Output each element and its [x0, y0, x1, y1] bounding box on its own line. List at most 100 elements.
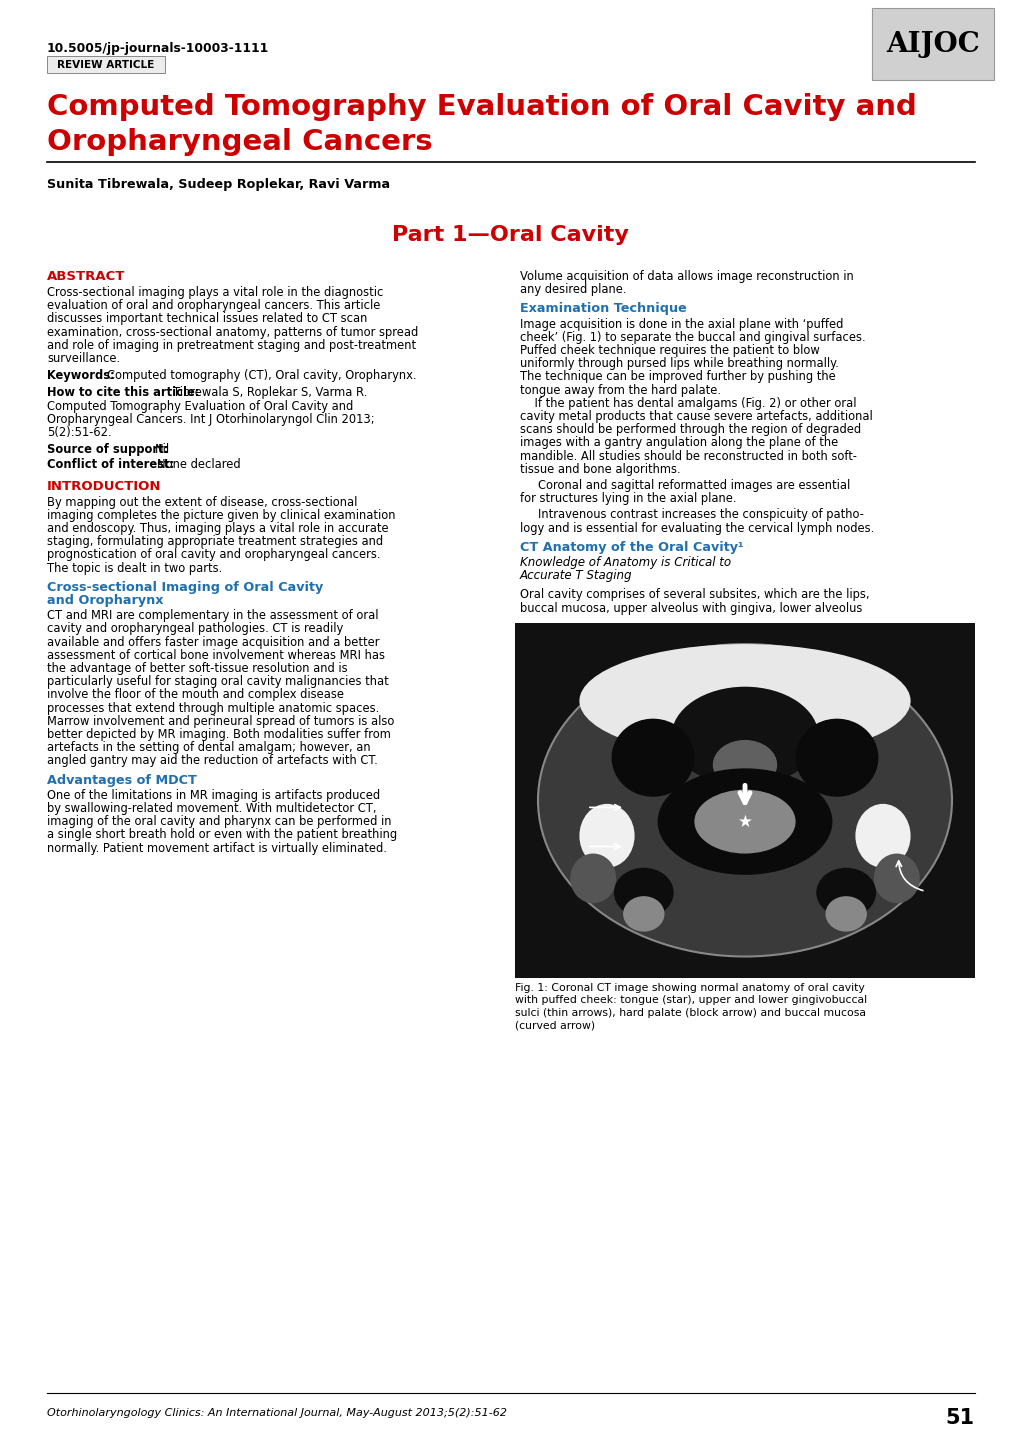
Text: CT and MRI are complementary in the assessment of oral: CT and MRI are complementary in the asse… [47, 610, 378, 623]
Text: mandible. All studies should be reconstructed in both soft-: mandible. All studies should be reconstr… [520, 450, 856, 463]
Text: sulci (thin arrows), hard palate (block arrow) and buccal mucosa: sulci (thin arrows), hard palate (block … [515, 1008, 865, 1018]
Text: Computed Tomography Evaluation of Oral Cavity and: Computed Tomography Evaluation of Oral C… [47, 399, 353, 412]
Ellipse shape [824, 896, 866, 932]
Text: tongue away from the hard palate.: tongue away from the hard palate. [520, 383, 720, 396]
Ellipse shape [795, 719, 877, 797]
Text: cavity and oropharyngeal pathologies. CT is readily: cavity and oropharyngeal pathologies. CT… [47, 623, 343, 636]
Text: imaging of the oral cavity and pharynx can be performed in: imaging of the oral cavity and pharynx c… [47, 815, 391, 828]
Text: AIJOC: AIJOC [886, 30, 979, 58]
Text: scans should be performed through the region of degraded: scans should be performed through the re… [520, 423, 860, 436]
Text: Volume acquisition of data allows image reconstruction in: Volume acquisition of data allows image … [520, 270, 853, 283]
Text: imaging completes the picture given by clinical examination: imaging completes the picture given by c… [47, 508, 395, 521]
Text: Conflict of interest:: Conflict of interest: [47, 459, 174, 472]
Text: assessment of cortical bone involvement whereas MRI has: assessment of cortical bone involvement … [47, 649, 384, 662]
Text: the advantage of better soft-tissue resolution and is: the advantage of better soft-tissue reso… [47, 662, 347, 675]
Text: Cross-sectional Imaging of Oral Cavity: Cross-sectional Imaging of Oral Cavity [47, 581, 323, 594]
Text: One of the limitations in MR imaging is artifacts produced: One of the limitations in MR imaging is … [47, 788, 380, 802]
Text: Part 1—Oral Cavity: Part 1—Oral Cavity [391, 225, 628, 245]
Ellipse shape [855, 804, 910, 868]
Text: CT Anatomy of the Oral Cavity¹: CT Anatomy of the Oral Cavity¹ [520, 540, 743, 553]
Text: Coronal and sagittal reformatted images are essential: Coronal and sagittal reformatted images … [537, 479, 850, 492]
Text: for structures lying in the axial plane.: for structures lying in the axial plane. [520, 492, 736, 505]
Text: Knowledge of Anatomy is Critical to: Knowledge of Anatomy is Critical to [520, 556, 731, 569]
Text: Accurate T Staging: Accurate T Staging [520, 569, 632, 582]
Text: by swallowing-related movement. With multidetector CT,: by swallowing-related movement. With mul… [47, 802, 376, 815]
Text: Computed tomography (CT), Oral cavity, Oropharynx.: Computed tomography (CT), Oral cavity, O… [107, 369, 416, 382]
Text: and role of imaging in pretreatment staging and post-treatment: and role of imaging in pretreatment stag… [47, 338, 416, 351]
Text: ABSTRACT: ABSTRACT [47, 270, 125, 283]
Text: discusses important technical issues related to CT scan: discusses important technical issues rel… [47, 312, 367, 325]
Text: Advantages of MDCT: Advantages of MDCT [47, 774, 197, 787]
Bar [515, 623, 974, 977]
Text: prognostication of oral cavity and oropharyngeal cancers.: prognostication of oral cavity and oroph… [47, 549, 380, 562]
Ellipse shape [657, 768, 832, 876]
Text: By mapping out the extent of disease, cross-sectional: By mapping out the extent of disease, cr… [47, 495, 357, 508]
Ellipse shape [712, 741, 776, 790]
Ellipse shape [671, 687, 818, 786]
Text: How to cite this article:: How to cite this article: [47, 386, 199, 399]
Text: Marrow involvement and perineural spread of tumors is also: Marrow involvement and perineural spread… [47, 714, 394, 727]
Text: angled gantry may aid the reduction of artefacts with CT.: angled gantry may aid the reduction of a… [47, 755, 377, 768]
Text: buccal mucosa, upper alveolus with gingiva, lower alveolus: buccal mucosa, upper alveolus with gingi… [520, 601, 861, 614]
Text: If the patient has dental amalgams (Fig. 2) or other oral: If the patient has dental amalgams (Fig.… [520, 396, 856, 409]
Text: Otorhinolaryngology Clinics: An International Journal, May-August 2013;5(2):51-6: Otorhinolaryngology Clinics: An Internat… [47, 1408, 506, 1419]
Text: Fig. 1: Coronal CT image showing normal anatomy of oral cavity: Fig. 1: Coronal CT image showing normal … [515, 983, 864, 993]
Text: Cross-sectional imaging plays a vital role in the diagnostic: Cross-sectional imaging plays a vital ro… [47, 286, 383, 299]
Ellipse shape [753, 786, 809, 829]
FancyBboxPatch shape [47, 57, 165, 73]
Text: cheek’ (Fig. 1) to separate the buccal and gingival surfaces.: cheek’ (Fig. 1) to separate the buccal a… [520, 331, 865, 344]
Ellipse shape [623, 896, 663, 932]
Ellipse shape [579, 645, 910, 758]
Text: staging, formulating appropriate treatment strategies and: staging, formulating appropriate treatme… [47, 536, 383, 549]
Text: The technique can be improved further by pushing the: The technique can be improved further by… [520, 370, 835, 383]
Ellipse shape [611, 719, 694, 797]
Text: logy and is essential for evaluating the cervical lymph nodes.: logy and is essential for evaluating the… [520, 521, 873, 534]
Text: artefacts in the setting of dental amalgam; however, an: artefacts in the setting of dental amalg… [47, 741, 370, 754]
Text: involve the floor of the mouth and complex disease: involve the floor of the mouth and compl… [47, 688, 343, 701]
Text: uniformly through pursed lips while breathing normally.: uniformly through pursed lips while brea… [520, 357, 838, 370]
Text: Image acquisition is done in the axial plane with ‘puffed: Image acquisition is done in the axial p… [520, 318, 843, 331]
Text: with puffed cheek: tongue (star), upper and lower gingivobuccal: with puffed cheek: tongue (star), upper … [515, 995, 866, 1005]
Text: examination, cross-sectional anatomy, patterns of tumor spread: examination, cross-sectional anatomy, pa… [47, 325, 418, 338]
Text: The topic is dealt in two parts.: The topic is dealt in two parts. [47, 562, 222, 575]
Text: evaluation of oral and oropharyngeal cancers. This article: evaluation of oral and oropharyngeal can… [47, 299, 380, 312]
Text: Intravenous contrast increases the conspicuity of patho-: Intravenous contrast increases the consp… [537, 508, 863, 521]
Text: 5(2):51-62.: 5(2):51-62. [47, 425, 111, 439]
Text: REVIEW ARTICLE: REVIEW ARTICLE [57, 60, 155, 70]
Text: Tibrewala S, Roplekar S, Varma R.: Tibrewala S, Roplekar S, Varma R. [173, 386, 367, 399]
Text: and endoscopy. Thus, imaging plays a vital role in accurate: and endoscopy. Thus, imaging plays a vit… [47, 523, 388, 534]
Text: normally. Patient movement artifact is virtually eliminated.: normally. Patient movement artifact is v… [47, 842, 386, 855]
Ellipse shape [537, 645, 951, 957]
Ellipse shape [579, 804, 634, 868]
Ellipse shape [613, 868, 673, 918]
Text: 10.5005/jp-journals-10003-1111: 10.5005/jp-journals-10003-1111 [47, 42, 269, 55]
Text: particularly useful for staging oral cavity malignancies that: particularly useful for staging oral cav… [47, 675, 388, 688]
Text: Keywords:: Keywords: [47, 369, 115, 382]
Text: 51: 51 [945, 1408, 974, 1427]
Ellipse shape [873, 854, 919, 903]
Text: processes that extend through multiple anatomic spaces.: processes that extend through multiple a… [47, 701, 379, 714]
Text: Examination Technique: Examination Technique [520, 302, 686, 315]
Text: INTRODUCTION: INTRODUCTION [47, 479, 161, 492]
Text: None declared: None declared [157, 459, 240, 472]
Text: (curved arrow): (curved arrow) [515, 1021, 594, 1031]
Text: ★: ★ [737, 813, 752, 831]
Text: images with a gantry angulation along the plane of the: images with a gantry angulation along th… [520, 437, 838, 450]
Text: Puffed cheek technique requires the patient to blow: Puffed cheek technique requires the pati… [520, 344, 819, 357]
Text: Oropharyngeal Cancers. Int J Otorhinolaryngol Clin 2013;: Oropharyngeal Cancers. Int J Otorhinolar… [47, 412, 374, 425]
Text: Nil: Nil [155, 443, 170, 456]
Text: tissue and bone algorithms.: tissue and bone algorithms. [520, 463, 680, 476]
FancyBboxPatch shape [871, 9, 994, 80]
Text: Source of support:: Source of support: [47, 443, 168, 456]
Text: Sunita Tibrewala, Sudeep Roplekar, Ravi Varma: Sunita Tibrewala, Sudeep Roplekar, Ravi … [47, 179, 389, 192]
Text: cavity metal products that cause severe artefacts, additional: cavity metal products that cause severe … [520, 409, 872, 423]
Text: and Oropharynx: and Oropharynx [47, 594, 163, 607]
Text: Oropharyngeal Cancers: Oropharyngeal Cancers [47, 128, 432, 155]
Text: surveillance.: surveillance. [47, 351, 120, 364]
Text: available and offers faster image acquisition and a better: available and offers faster image acquis… [47, 636, 379, 649]
Text: Computed Tomography Evaluation of Oral Cavity and: Computed Tomography Evaluation of Oral C… [47, 93, 916, 121]
Text: any desired plane.: any desired plane. [520, 283, 626, 296]
Ellipse shape [570, 854, 615, 903]
Ellipse shape [680, 786, 735, 829]
Text: better depicted by MR imaging. Both modalities suffer from: better depicted by MR imaging. Both moda… [47, 727, 390, 741]
